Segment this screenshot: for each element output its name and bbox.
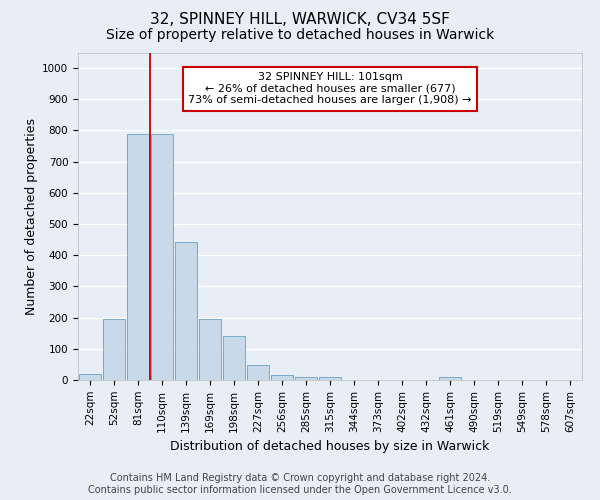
- Bar: [151, 134, 173, 380]
- Bar: [319, 377, 341, 380]
- Bar: [295, 377, 317, 380]
- Text: Size of property relative to detached houses in Warwick: Size of property relative to detached ho…: [106, 28, 494, 42]
- Bar: [127, 134, 149, 380]
- Y-axis label: Number of detached properties: Number of detached properties: [25, 118, 38, 315]
- Bar: [439, 377, 461, 380]
- Bar: [79, 374, 101, 380]
- Text: Contains HM Land Registry data © Crown copyright and database right 2024.
Contai: Contains HM Land Registry data © Crown c…: [88, 474, 512, 495]
- Bar: [175, 242, 197, 380]
- Bar: [247, 364, 269, 380]
- Bar: [223, 336, 245, 380]
- Bar: [199, 318, 221, 380]
- Bar: [103, 318, 125, 380]
- X-axis label: Distribution of detached houses by size in Warwick: Distribution of detached houses by size …: [170, 440, 490, 453]
- Text: 32, SPINNEY HILL, WARWICK, CV34 5SF: 32, SPINNEY HILL, WARWICK, CV34 5SF: [150, 12, 450, 28]
- Bar: [271, 376, 293, 380]
- Text: 32 SPINNEY HILL: 101sqm
← 26% of detached houses are smaller (677)
73% of semi-d: 32 SPINNEY HILL: 101sqm ← 26% of detache…: [188, 72, 472, 106]
